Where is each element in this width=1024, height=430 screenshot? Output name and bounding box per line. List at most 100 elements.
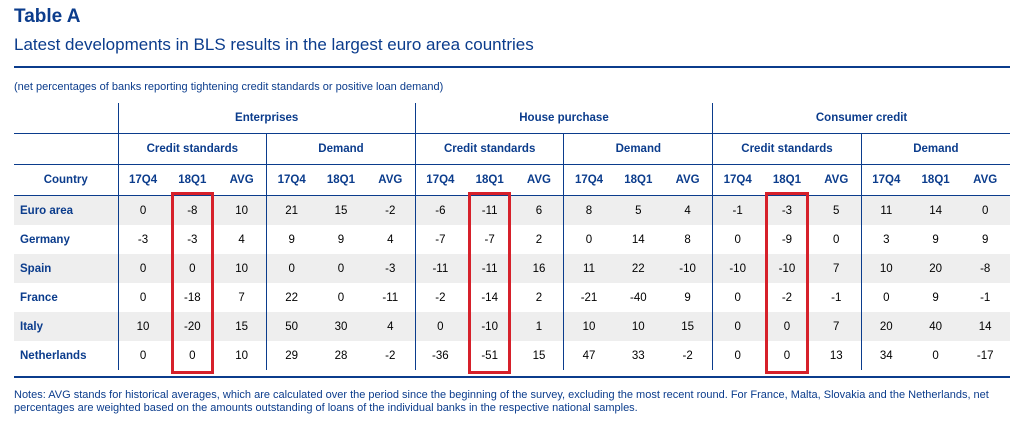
value-cell: 0 bbox=[712, 312, 763, 341]
value-cell: 8 bbox=[563, 195, 614, 225]
value-cell: 16 bbox=[514, 254, 564, 283]
value-cell: -11 bbox=[414, 254, 465, 283]
country-column-header: Country bbox=[14, 164, 118, 196]
value-cell: -10 bbox=[663, 254, 713, 283]
value-cell: 9 bbox=[981, 233, 989, 246]
period-header-avg: AVG bbox=[811, 164, 862, 196]
value-cell: 0 bbox=[266, 254, 317, 283]
value-cell: 20 bbox=[910, 254, 961, 283]
value-cell: 7 bbox=[811, 254, 862, 283]
value-cell: -36 bbox=[414, 341, 465, 370]
period-header-18q1: 18Q1 bbox=[910, 164, 961, 196]
value-cell: 30 bbox=[316, 312, 366, 341]
period-header-17q4: 17Q4 bbox=[117, 164, 168, 196]
group-consumer-credit: Consumer credit bbox=[712, 103, 1010, 134]
period-header-avg: AVG bbox=[663, 164, 713, 196]
value-cell: 0 bbox=[712, 225, 763, 254]
value-cell: 0 bbox=[337, 291, 345, 304]
table-row: Spain 0 0 10 0 0 -3 -11 -11 16 11 22 -10 -10 -10 7 10 20-… bbox=[14, 254, 1010, 283]
table-row: Euro area 0 -8 10 21 15 -2 -6 -11 6 8 5 4 -1 -3 5 11 14 0 bbox=[14, 195, 1010, 225]
value-cell: 0 bbox=[712, 341, 763, 370]
period-header-18q1: 18Q1 bbox=[613, 164, 664, 196]
value-cell: 4 bbox=[238, 233, 245, 246]
period-header-17q4: 17Q4 bbox=[563, 164, 614, 196]
table-row: France 0 -18 7 22 0 -11 -2 -14 2 -21 -40 9 0 -2 -1 0 9 -1 bbox=[14, 283, 1010, 312]
value-cell: 0 bbox=[932, 349, 939, 362]
value-cell: -1 bbox=[831, 291, 842, 304]
value-cell: 13 bbox=[829, 349, 843, 362]
value-cell: 9 bbox=[932, 233, 939, 246]
value-cell: 4 bbox=[387, 233, 394, 246]
country-cell: Euro area bbox=[14, 195, 118, 225]
period-header-17q4: 17Q4 bbox=[712, 164, 763, 196]
value-cell: -2 bbox=[682, 349, 693, 362]
value-cell: -10 bbox=[464, 312, 515, 341]
value-cell: -1 bbox=[712, 195, 763, 225]
period-header-avg: AVG bbox=[217, 164, 267, 196]
period-header-17q4: 17Q4 bbox=[266, 164, 317, 196]
value-cell: -3 bbox=[365, 254, 416, 283]
value-cell: 0 bbox=[712, 283, 763, 312]
value-cell: 5 bbox=[613, 195, 664, 225]
value-cell: 4 bbox=[365, 312, 416, 341]
value-cell: 6 bbox=[514, 195, 564, 225]
value-cell: 9 bbox=[684, 291, 691, 304]
value-cell: 0 bbox=[414, 312, 465, 341]
value-cell: 15 bbox=[532, 349, 546, 362]
value-cell: 0 bbox=[189, 349, 196, 362]
value-cell: 10 bbox=[217, 195, 267, 225]
period-header-17q4: 17Q4 bbox=[414, 164, 465, 196]
value-cell: 0 bbox=[833, 233, 840, 246]
country-cell: Germany bbox=[20, 233, 70, 246]
value-cell: 29 bbox=[266, 341, 317, 370]
period-header-avg: AVG bbox=[514, 164, 564, 196]
value-cell: 9 bbox=[932, 291, 939, 304]
period-header-avg: AVG bbox=[365, 164, 416, 196]
value-cell: -3 bbox=[762, 195, 812, 225]
value-cell: 0 bbox=[316, 254, 366, 283]
table-notes: Notes: AVG stands for historical average… bbox=[14, 389, 989, 414]
value-cell: -10 bbox=[712, 254, 763, 283]
value-cell: 0 bbox=[117, 254, 168, 283]
value-cell: 3 bbox=[860, 225, 911, 254]
group-house-purchase: House purchase bbox=[414, 103, 713, 134]
value-cell: 10 bbox=[117, 312, 168, 341]
value-cell: 0 bbox=[563, 225, 614, 254]
country-cell: France bbox=[20, 291, 58, 304]
subgroup-demand: Demand bbox=[563, 133, 713, 165]
value-cell: -2 bbox=[414, 283, 465, 312]
value-cell: 7 bbox=[811, 312, 862, 341]
period-header-18q1: 18Q1 bbox=[464, 164, 515, 196]
value-cell: -11 bbox=[464, 254, 515, 283]
value-cell: 10 bbox=[217, 254, 267, 283]
value-cell: 22 bbox=[613, 254, 664, 283]
subgroup-demand: Demand bbox=[860, 133, 1010, 165]
value-cell: 14 bbox=[910, 195, 961, 225]
value-cell: 8 bbox=[684, 233, 691, 246]
period-header-18q1: 18Q1 bbox=[762, 164, 812, 196]
header-blank bbox=[14, 133, 118, 165]
value-cell: 11 bbox=[860, 195, 911, 225]
period-header-17q4: 17Q4 bbox=[860, 164, 911, 196]
value-cell: 11 bbox=[563, 254, 614, 283]
value-cell: -10 bbox=[762, 254, 812, 283]
country-cell: Italy bbox=[14, 312, 118, 341]
header-blank bbox=[14, 103, 118, 134]
value-cell: -18 bbox=[184, 291, 201, 304]
value-cell: 21 bbox=[266, 195, 317, 225]
value-cell: 0 bbox=[117, 195, 168, 225]
table-subtitle: Latest developments in BLS results in th… bbox=[14, 35, 534, 54]
value-cell: 14 bbox=[960, 312, 1010, 341]
value-cell: 10 bbox=[860, 254, 911, 283]
units-note: (net percentages of banks reporting tigh… bbox=[14, 81, 444, 93]
value-cell: -8 bbox=[167, 195, 218, 225]
value-cell: -11 bbox=[464, 195, 515, 225]
value-cell: -51 bbox=[481, 349, 498, 362]
value-cell: -3 bbox=[187, 233, 198, 246]
value-cell: -2 bbox=[781, 291, 793, 304]
period-header-18q1: 18Q1 bbox=[167, 164, 218, 196]
value-cell: 9 bbox=[337, 233, 345, 246]
value-cell: 0 bbox=[117, 341, 168, 370]
highlight-box bbox=[467, 191, 512, 374]
value-cell: -9 bbox=[781, 233, 793, 246]
